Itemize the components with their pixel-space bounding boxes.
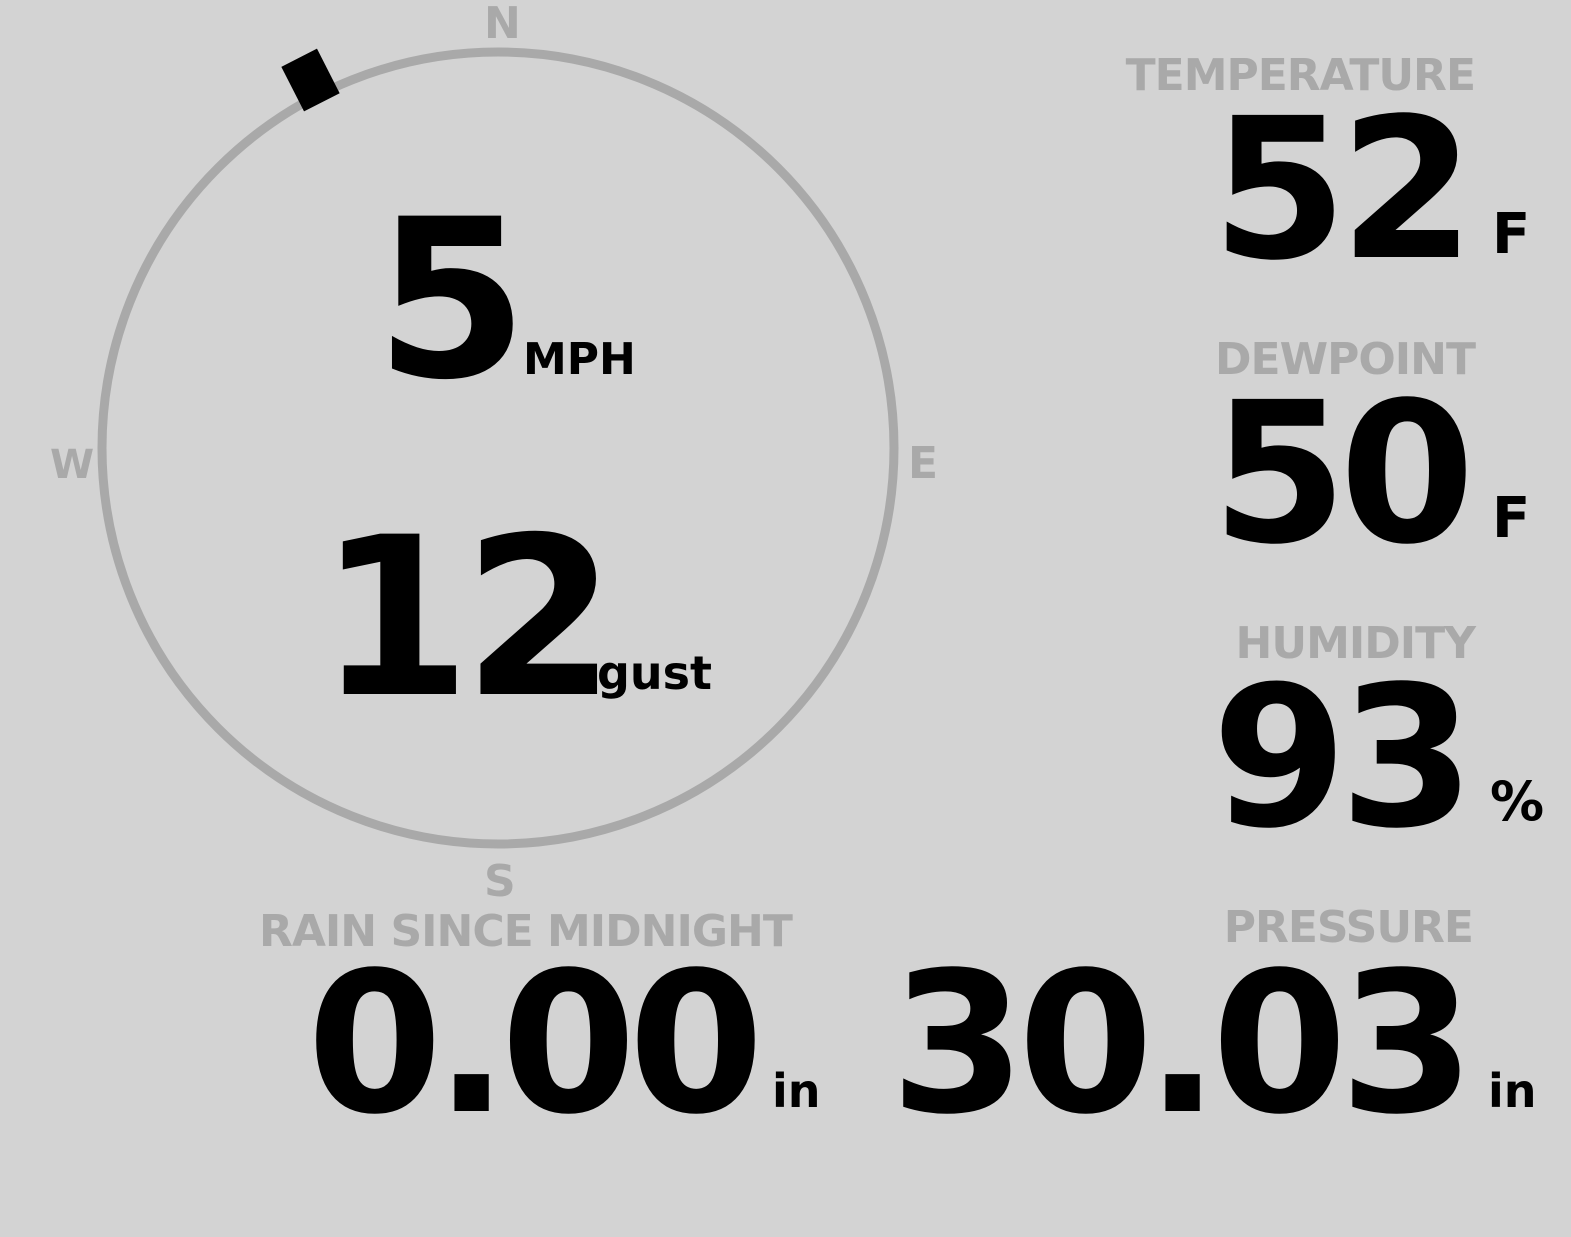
compass-ring	[97, 47, 899, 849]
compass-south-label: S	[484, 856, 516, 907]
pressure-label: PRESSURE	[1223, 902, 1474, 953]
wind-compass	[97, 47, 899, 849]
humidity-label: HUMIDITY	[1235, 618, 1476, 669]
dewpoint-value: 50	[1211, 360, 1475, 587]
pressure-value: 30.03	[890, 930, 1475, 1157]
dewpoint-unit: F	[1492, 486, 1531, 551]
temperature-unit: F	[1492, 202, 1531, 267]
temperature-label: TEMPERATURE	[1125, 50, 1476, 101]
pressure-unit: in	[1488, 1064, 1537, 1118]
rain-value: 0.00	[306, 930, 764, 1157]
rain-unit: in	[772, 1064, 821, 1118]
humidity-unit: %	[1490, 770, 1545, 833]
wind-gust-label: gust	[597, 646, 713, 700]
compass-west-label: W	[50, 442, 95, 488]
wind-speed-unit: MPH	[523, 334, 636, 385]
temperature-value: 52	[1211, 76, 1475, 303]
wind-direction-marker	[281, 48, 340, 112]
compass-east-label: E	[908, 438, 939, 489]
dewpoint-label: DEWPOINT	[1215, 334, 1476, 385]
rain-label: RAIN SINCE MIDNIGHT	[259, 906, 793, 957]
wind-speed-value: 5	[375, 172, 528, 428]
humidity-value: 93	[1211, 644, 1475, 871]
compass-north-label: N	[484, 0, 521, 49]
wind-gust-value: 12	[318, 490, 616, 746]
